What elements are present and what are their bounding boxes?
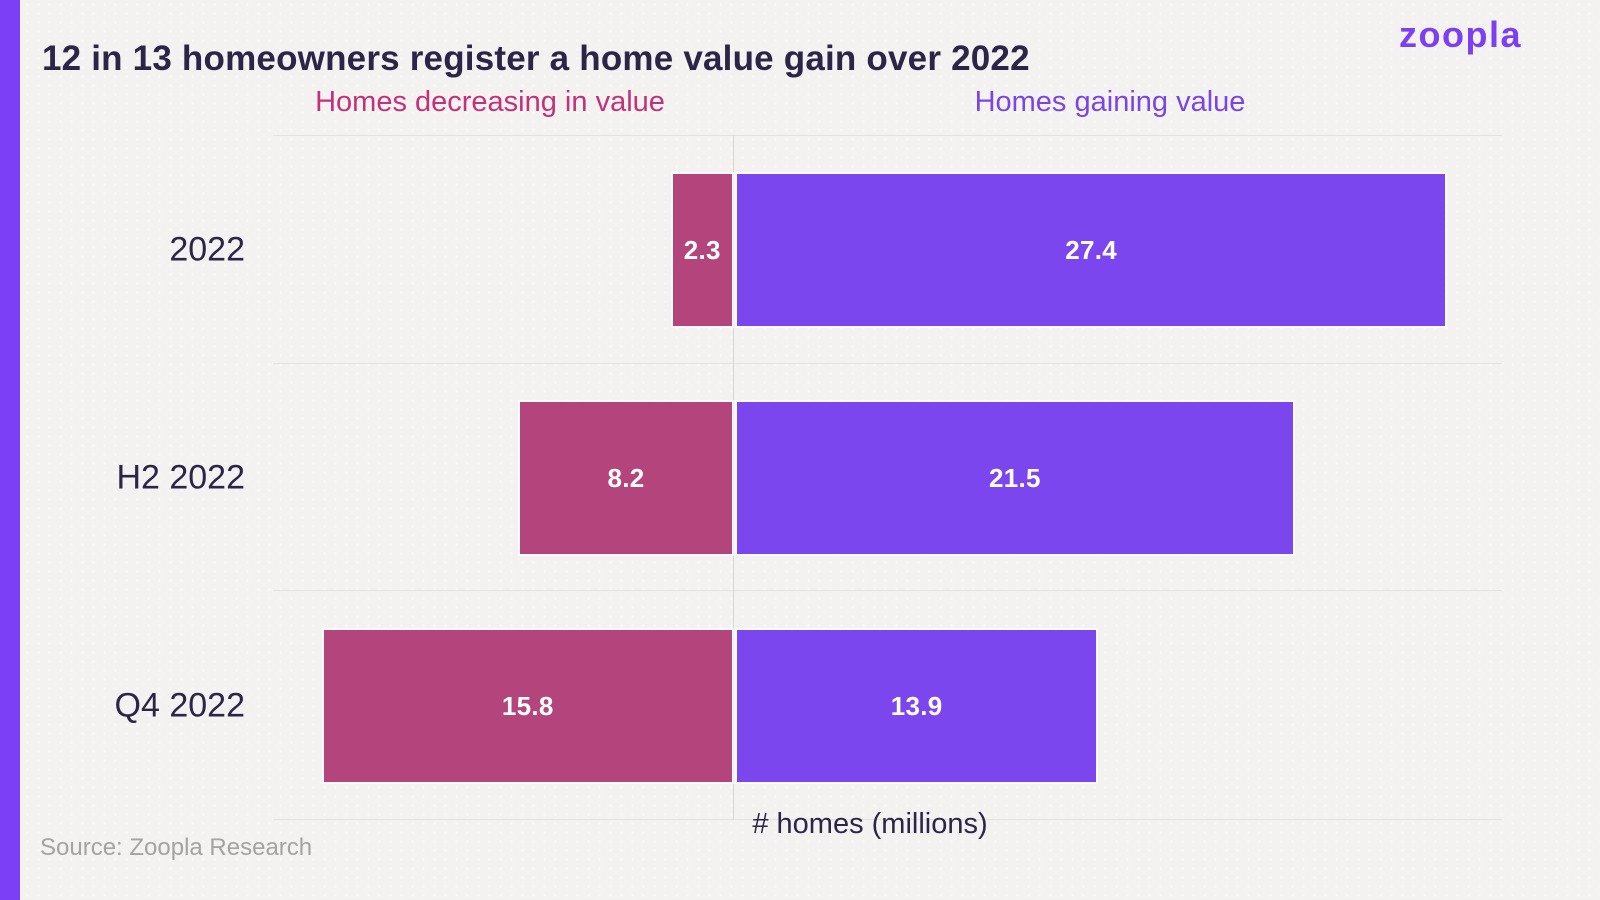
page-title: 12 in 13 homeowners register a home valu… — [42, 39, 1030, 79]
bar-decreasing-h2-2022: 8.2 — [520, 402, 732, 554]
bar-gaining-q4-2022: 13.9 — [737, 630, 1097, 782]
category-label-2022: 2022 — [169, 230, 245, 269]
x-axis-label: # homes (millions) — [752, 808, 988, 840]
gridline-top — [273, 135, 1502, 136]
gridline-row-separator-2 — [273, 590, 1502, 591]
zoopla-logo: zoopla — [1399, 14, 1522, 55]
gridline-row-separator-1 — [273, 363, 1502, 364]
bar-value-label: 8.2 — [607, 462, 645, 493]
bar-gaining-h2-2022: 21.5 — [737, 402, 1293, 554]
bar-gaining-2022: 27.4 — [737, 174, 1446, 326]
legend-homes-gaining: Homes gaining value — [974, 86, 1246, 118]
source-note: Source: Zoopla Research — [40, 834, 313, 861]
category-label-h2-2022: H2 2022 — [116, 458, 245, 497]
bar-value-label: 15.8 — [501, 690, 554, 721]
legend-homes-decreasing: Homes decreasing in value — [315, 86, 665, 118]
bar-decreasing-q4-2022: 15.8 — [323, 630, 732, 782]
bar-decreasing-2022: 2.3 — [672, 174, 732, 326]
bar-value-label: 2.3 — [683, 234, 721, 265]
bar-value-label: 21.5 — [988, 462, 1041, 493]
bar-chart: 2.3 27.4 8.2 21.5 15.8 13.9 — [273, 135, 1502, 820]
gridline-bottom-axis — [273, 819, 1502, 820]
left-accent-stripe — [0, 0, 20, 900]
center-axis-line — [733, 135, 734, 820]
bar-value-label: 27.4 — [1065, 234, 1118, 265]
bar-value-label: 13.9 — [890, 690, 943, 721]
category-label-q4-2022: Q4 2022 — [114, 686, 245, 725]
